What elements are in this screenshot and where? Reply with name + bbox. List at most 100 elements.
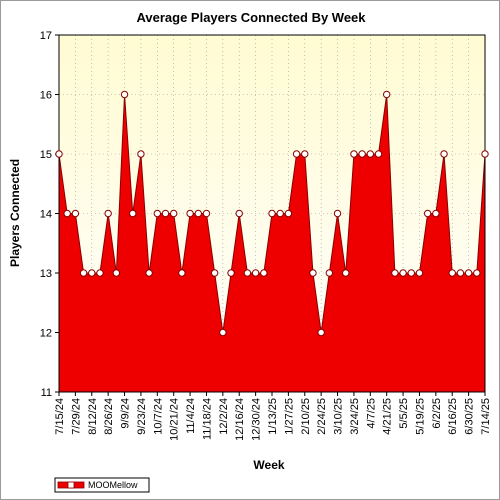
data-point	[284, 209, 293, 218]
x-tick-label: 9/23/24	[136, 398, 148, 435]
data-point	[71, 209, 80, 218]
legend-marker	[67, 481, 75, 489]
data-point	[358, 150, 366, 158]
data-point	[219, 328, 227, 337]
x-tick-label: 8/26/24	[103, 398, 115, 435]
data-point	[260, 269, 268, 277]
x-tick-label: 6/16/25	[447, 398, 459, 435]
data-point	[374, 150, 383, 158]
data-point	[456, 269, 465, 277]
x-tick-label: 10/7/24	[152, 398, 164, 435]
y-tick-label: 17	[40, 30, 52, 42]
y-tick-label: 11	[41, 387, 52, 399]
x-tick-label: 6/2/25	[431, 398, 443, 429]
data-point	[333, 209, 342, 218]
x-tick-label: 7/15/24	[54, 398, 66, 435]
x-tick-label: 10/21/24	[169, 398, 181, 441]
data-point	[194, 209, 202, 218]
series-area	[59, 94, 485, 392]
legend: MOOMellow	[54, 477, 150, 493]
data-point	[120, 90, 129, 99]
data-point	[202, 209, 211, 218]
x-tick-label: 5/5/25	[398, 398, 410, 429]
y-axis-ticks: 11 12 13 14 15 16 17	[40, 30, 59, 399]
data-point	[350, 150, 358, 158]
data-point	[55, 150, 63, 158]
x-tick-label: 5/19/25	[414, 398, 426, 435]
y-axis-title: Players Connected	[8, 159, 22, 267]
x-tick-label: 8/12/24	[87, 398, 99, 435]
data-point	[129, 209, 137, 218]
x-tick-label: 12/16/24	[234, 398, 246, 441]
data-point	[464, 269, 473, 277]
data-point	[325, 269, 334, 277]
x-tick-label: 1/13/25	[267, 398, 279, 435]
x-tick-label: 1/27/25	[283, 398, 295, 435]
y-tick-label: 12	[40, 328, 52, 340]
data-point	[153, 209, 162, 218]
x-tick-label: 3/10/25	[333, 398, 345, 435]
data-point	[227, 269, 235, 277]
data-point	[366, 150, 375, 158]
data-point	[186, 209, 194, 218]
x-axis-title: Week	[253, 458, 284, 472]
data-point	[317, 328, 325, 337]
data-point	[145, 269, 153, 277]
data-point	[210, 269, 219, 277]
x-tick-label: 4/21/25	[382, 398, 394, 435]
data-point	[342, 269, 350, 277]
data-point	[104, 209, 112, 218]
data-point	[268, 209, 276, 218]
data-point	[169, 209, 178, 218]
chart-title: Average Players Connected By Week	[136, 10, 366, 25]
x-tick-label: 11/4/24	[185, 398, 197, 434]
y-tick-label: 13	[40, 268, 52, 280]
data-point	[481, 150, 489, 158]
data-point	[440, 150, 448, 158]
data-point	[235, 209, 243, 218]
data-point	[391, 269, 399, 277]
data-point	[415, 269, 424, 277]
data-point	[79, 269, 88, 277]
data-point	[243, 269, 252, 277]
y-tick-label: 15	[40, 149, 52, 161]
y-tick-label: 16	[40, 90, 52, 102]
data-point	[473, 269, 481, 277]
data-point	[309, 269, 317, 277]
x-tick-label: 6/30/25	[464, 398, 476, 435]
data-point	[178, 269, 186, 277]
y-tick-label: 14	[40, 209, 52, 221]
data-point	[301, 150, 309, 158]
data-point	[88, 269, 96, 277]
x-tick-label: 12/30/24	[251, 398, 263, 441]
data-point	[63, 209, 71, 218]
data-point	[292, 150, 301, 158]
x-tick-label: 3/24/25	[349, 398, 361, 435]
x-tick-label: 2/10/25	[300, 398, 312, 435]
data-point	[423, 209, 432, 218]
x-axis-ticks: 7/15/24 7/29/24 8/12/24 8/26/24 9/9/24 9/23/2…	[54, 392, 492, 441]
data-point	[251, 269, 260, 277]
data-point	[399, 269, 407, 277]
data-point	[137, 150, 145, 158]
x-tick-label: 12/2/24	[218, 398, 230, 435]
data-point	[382, 90, 391, 99]
data-point	[112, 269, 121, 277]
x-tick-label: 7/14/25	[480, 398, 492, 435]
data-point	[448, 269, 456, 277]
data-point	[161, 209, 170, 218]
x-tick-label: 11/18/24	[201, 398, 213, 440]
legend-box	[54, 477, 150, 493]
x-tick-label: 4/7/25	[365, 398, 377, 429]
data-point	[96, 269, 104, 277]
legend-label: MOOMellow	[88, 480, 138, 490]
data-markers	[55, 90, 489, 337]
x-tick-label: 2/24/25	[316, 398, 328, 435]
data-point	[407, 269, 415, 277]
x-tick-label: 7/29/24	[70, 398, 82, 435]
x-tick-label: 9/9/24	[120, 398, 132, 429]
data-point	[432, 209, 440, 218]
data-point	[276, 209, 284, 218]
